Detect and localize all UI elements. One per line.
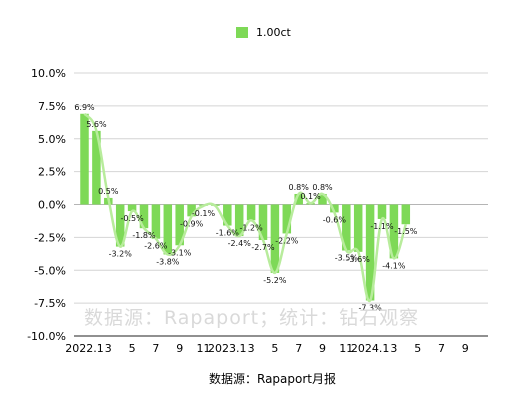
y-tick-label: 5.0% <box>38 133 66 146</box>
data-label: -7.3% <box>358 303 382 312</box>
data-label: -3.5% <box>335 254 359 263</box>
data-label: -5.2% <box>263 276 287 285</box>
data-label: -3.1% <box>168 248 192 257</box>
bar <box>163 204 173 255</box>
data-label: -3.2% <box>109 250 133 259</box>
watermark: 数据源：Rapaport；统计：钻石观察 <box>84 307 419 329</box>
y-tick-label: -10.0% <box>27 330 66 343</box>
bar <box>92 130 101 205</box>
data-label: 0.8% <box>289 183 310 192</box>
bar <box>246 204 256 221</box>
data-label: 0.5% <box>98 187 119 196</box>
bar <box>234 204 244 237</box>
x-tick-label: 2024.1 <box>351 342 390 355</box>
source-note: 数据源：Rapaport月报 <box>209 371 336 386</box>
data-label: -1.1% <box>370 222 394 231</box>
data-label: -0.6% <box>323 215 347 224</box>
bar <box>342 204 351 251</box>
data-label: -4.1% <box>382 261 406 270</box>
x-tick-label: 3 <box>105 342 112 355</box>
y-tick-label: -2.5% <box>34 231 66 244</box>
bar <box>223 204 232 226</box>
x-tick-label: 9 <box>462 342 469 355</box>
bar <box>115 204 125 247</box>
bar <box>139 204 149 229</box>
x-tick-label: 5 <box>271 342 278 355</box>
x-tick-label: 5 <box>414 342 421 355</box>
y-tick-label: 10.0% <box>31 67 66 80</box>
x-tick-label: 7 <box>438 342 445 355</box>
bar <box>377 204 387 219</box>
y-tick-label: -5.0% <box>34 264 66 277</box>
x-tick-label: 3 <box>248 342 255 355</box>
legend-swatch <box>236 27 248 38</box>
data-label: -1.2% <box>239 223 263 232</box>
data-label: -2.4% <box>228 239 252 248</box>
y-tick-label: 7.5% <box>38 100 66 113</box>
bar <box>353 204 363 252</box>
data-label: -1.6% <box>216 229 240 238</box>
bar <box>282 204 292 234</box>
x-tick-label: 9 <box>176 342 183 355</box>
bar <box>175 204 184 246</box>
bar <box>151 204 161 239</box>
data-label: -1.5% <box>394 227 418 236</box>
bars <box>80 113 411 301</box>
bar <box>80 113 89 205</box>
data-label: -0.5% <box>120 214 144 223</box>
bar <box>127 204 137 212</box>
bar <box>365 204 375 301</box>
y-axis: 10.0% 7.5% 5.0% 2.5% 0.0% -2.5% -5.0% -7.5% -10.… <box>27 67 66 343</box>
data-label: 6.9% <box>74 103 95 112</box>
x-tick-label: 7 <box>295 342 302 355</box>
data-label: -2.6% <box>144 242 168 251</box>
bar <box>330 204 339 213</box>
legend-label: 1.00ct <box>256 26 292 39</box>
data-label: -0.1% <box>192 209 216 218</box>
bar <box>294 193 303 205</box>
data-label: -3.6% <box>347 255 371 264</box>
bar <box>187 204 196 217</box>
data-label: -2.7% <box>251 243 275 252</box>
x-tick-label: 7 <box>152 342 159 355</box>
bar <box>401 204 411 225</box>
x-tick-label: 2022.1 <box>65 342 104 355</box>
bar <box>318 193 327 205</box>
data-label: 0.8% <box>312 183 333 192</box>
x-tick-label: 9 <box>319 342 326 355</box>
data-label: -0.9% <box>180 219 204 228</box>
data-label: -2.2% <box>275 236 299 245</box>
x-tick-label: 11 <box>339 342 353 355</box>
y-tick-label: -7.5% <box>34 297 66 310</box>
x-tick-label: 5 <box>129 342 136 355</box>
trend-line <box>83 112 407 302</box>
gridlines <box>74 72 488 304</box>
data-labels: 6.9%5.6%0.5%-3.2%-0.5%-1.8%-2.6%-3.8%-3.… <box>74 103 417 313</box>
legend: 1.00ct <box>236 26 292 39</box>
data-label: 0.1% <box>300 192 321 201</box>
y-tick-label: 0.0% <box>38 199 66 212</box>
bar <box>270 204 280 273</box>
bar <box>258 204 268 241</box>
x-tick-label: 2023.1 <box>208 342 247 355</box>
data-label: 5.6% <box>86 120 107 129</box>
x-tick-label: 11 <box>197 342 211 355</box>
data-label: -3.8% <box>156 257 180 266</box>
x-tick-label: 3 <box>390 342 397 355</box>
data-label: -1.8% <box>132 231 156 240</box>
bar <box>389 204 399 259</box>
y-tick-label: 2.5% <box>38 166 66 179</box>
